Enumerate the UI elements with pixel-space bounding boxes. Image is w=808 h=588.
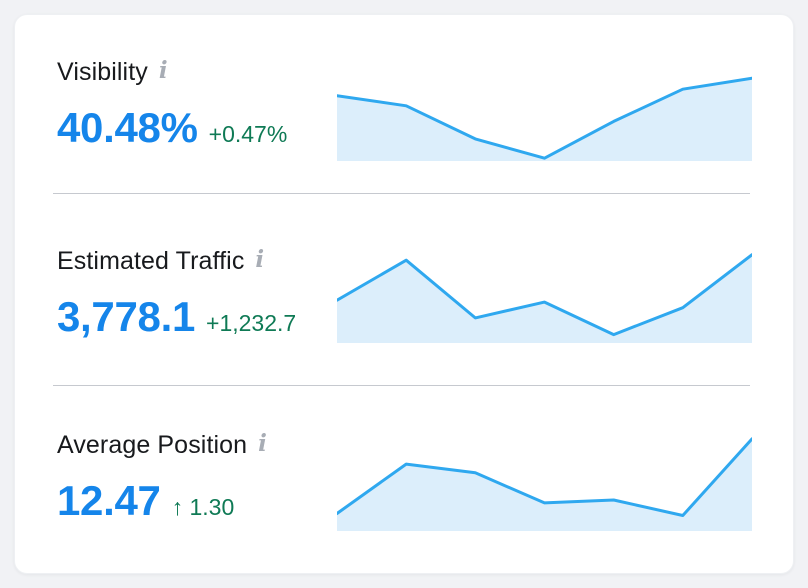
metric-delta: ↑ 1.30 bbox=[171, 494, 235, 520]
metrics-summary-card: Visibility i 40.48% +0.47% Estimated Tra… bbox=[14, 14, 794, 574]
sparkline-line bbox=[337, 76, 752, 160]
metric-value: 40.48% bbox=[57, 104, 198, 151]
metric-section-average-position: Average Position i 12.47 ↑ 1.30 bbox=[15, 386, 793, 572]
metric-text-block: Average Position i 12.47 ↑ 1.30 bbox=[57, 429, 267, 529]
sparkline-area-fill bbox=[337, 438, 752, 531]
average-position-sparkline-chart bbox=[337, 437, 752, 531]
metric-value-row: 40.48% +0.47% bbox=[57, 106, 287, 156]
metric-label-row: Average Position i bbox=[57, 429, 267, 461]
section-divider bbox=[53, 193, 750, 194]
sparkline-line bbox=[337, 253, 752, 337]
metric-value: 3,778.1 bbox=[57, 293, 196, 340]
metric-value-row: 12.47 ↑ 1.30 bbox=[57, 479, 267, 529]
metric-section-visibility: Visibility i 40.48% +0.47% bbox=[15, 15, 793, 193]
metric-label: Visibility bbox=[57, 58, 148, 86]
sparkline-line bbox=[337, 437, 752, 517]
sparkline-area-fill bbox=[337, 78, 752, 161]
metric-delta: +1,232.7 bbox=[206, 310, 297, 336]
metric-label: Estimated Traffic bbox=[57, 247, 245, 275]
metric-text-block: Estimated Traffic i 3,778.1 +1,232.7 bbox=[57, 245, 296, 345]
visibility-sparkline-chart bbox=[337, 76, 752, 161]
section-divider bbox=[53, 385, 750, 386]
metric-text-block: Visibility i 40.48% +0.47% bbox=[57, 56, 287, 156]
metric-value: 12.47 bbox=[57, 477, 161, 524]
metric-label-row: Estimated Traffic i bbox=[57, 245, 296, 277]
estimated-traffic-sparkline-chart bbox=[337, 253, 752, 343]
metric-label: Average Position bbox=[57, 431, 248, 459]
metric-delta: +0.47% bbox=[208, 121, 288, 147]
info-icon[interactable]: i bbox=[258, 430, 267, 457]
metric-label-row: Visibility i bbox=[57, 56, 287, 88]
info-icon[interactable]: i bbox=[158, 57, 168, 84]
metric-section-estimated-traffic: Estimated Traffic i 3,778.1 +1,232.7 bbox=[15, 194, 793, 385]
info-icon[interactable]: i bbox=[255, 246, 265, 273]
metric-value-row: 3,778.1 +1,232.7 bbox=[57, 295, 296, 345]
sparkline-area-fill bbox=[337, 254, 752, 343]
